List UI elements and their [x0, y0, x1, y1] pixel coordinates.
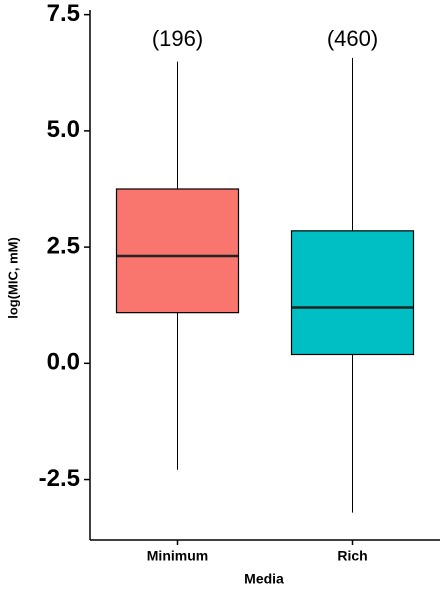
y-tick-label: 0.0: [47, 349, 80, 376]
box: [115, 188, 240, 314]
count-annotation: (460): [327, 26, 378, 51]
x-tick-label: Minimum: [147, 548, 208, 564]
x-tick-label: Rich: [337, 548, 367, 564]
box: [290, 230, 415, 356]
y-tick-label: -2.5: [39, 465, 80, 492]
count-annotation: (196): [152, 26, 203, 51]
x-axis-label: Media: [244, 571, 284, 587]
y-tick-label: 5.0: [47, 116, 80, 143]
y-tick-label: 7.5: [47, 0, 80, 27]
y-axis-label: log(MIC, mM): [5, 237, 20, 319]
y-tick-label: 2.5: [47, 232, 80, 259]
